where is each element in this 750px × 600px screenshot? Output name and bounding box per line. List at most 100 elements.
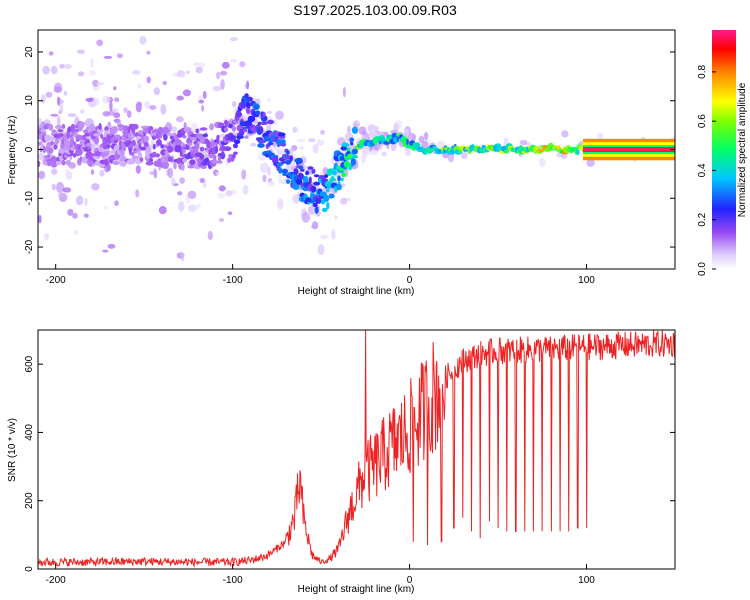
spectrogram-cell <box>43 233 50 241</box>
spectrogram-cell <box>200 165 207 170</box>
spectrogram-cell <box>278 167 283 174</box>
spectrogram-cell <box>324 174 329 178</box>
spectrogram-cell <box>232 143 239 149</box>
spectrogram-y-label: Frequency (Hz) <box>7 116 18 185</box>
spectrogram-cell <box>175 116 184 123</box>
spectrogram-cell <box>63 63 72 70</box>
spectrogram-cell <box>117 124 125 128</box>
spectrogram-cell <box>131 139 136 147</box>
spectrogram-cell <box>267 180 276 187</box>
spectrogram-cell <box>199 146 205 152</box>
spectrogram-cell <box>272 137 276 142</box>
spectrogram-cell <box>57 129 64 133</box>
spectrogram-cell <box>308 176 312 185</box>
spectrogram-cell <box>69 134 75 146</box>
spectrogram-cell <box>101 95 111 104</box>
spectrogram-cell <box>255 110 261 115</box>
spectrogram-cell <box>539 157 546 168</box>
x-tick-label: 100 <box>578 275 595 286</box>
spectrogram-cell <box>119 160 126 167</box>
spectrogram-cell <box>267 110 272 114</box>
spectrogram-cell <box>139 36 147 45</box>
spectrogram-cell <box>110 125 118 134</box>
spectrogram-cell <box>228 123 233 128</box>
spectrogram-cell <box>143 135 150 143</box>
spectrogram-cell <box>43 155 49 159</box>
spectrogram-x-label: Height of straight line (km) <box>298 286 415 297</box>
spectrogram-cell <box>160 104 167 115</box>
spectrogram-cell <box>202 91 207 99</box>
spectrogram-cell <box>331 170 338 176</box>
spectrogram-cell <box>137 83 142 89</box>
spectrogram-cell <box>61 160 66 166</box>
spectrogram-cell <box>240 102 246 109</box>
spectrogram-cell <box>59 99 64 104</box>
spectrogram-cell <box>214 145 218 154</box>
spectrogram-cell <box>59 103 64 114</box>
spectrogram-cell <box>311 225 318 229</box>
spectrogram-y-axis: -20 -10 0 10 20 <box>24 46 675 254</box>
spectrogram-cell <box>375 125 380 134</box>
spectrogram-cell <box>63 90 68 96</box>
spectrogram-cell <box>131 123 139 130</box>
spectrogram-cell <box>162 126 169 133</box>
spectrogram-cell <box>412 134 416 142</box>
spectrogram-cell <box>103 55 113 59</box>
y-tick-label: -20 <box>24 239 35 254</box>
spectrogram-cell <box>219 70 228 76</box>
spectrogram-cell <box>167 167 173 179</box>
colorbar-tick-label: 0.8 <box>697 64 708 78</box>
spectrogram-cell <box>281 168 289 175</box>
spectrogram-cell <box>311 169 316 174</box>
spectrogram-cell <box>199 154 205 160</box>
spectrogram-cell <box>114 97 120 103</box>
spectrogram-cell <box>109 101 113 111</box>
spectrogram-cell <box>72 128 80 133</box>
spectrogram-cell <box>129 151 135 156</box>
colorbar-label: Normalized spectral amplitude <box>737 82 748 217</box>
y-tick-label: 10 <box>24 95 35 107</box>
spectrogram-cell <box>139 157 144 162</box>
spectrogram-cell <box>273 119 278 126</box>
spectrogram-cell <box>64 168 71 177</box>
spectrogram-cell <box>342 86 346 98</box>
spectrogram-cell <box>67 208 74 216</box>
spectrogram-cell <box>204 154 210 158</box>
spectrogram-cell <box>56 115 61 126</box>
x-tick-label: 100 <box>578 575 595 586</box>
spectrogram-cell <box>135 147 141 152</box>
spectrogram-cell <box>313 181 321 186</box>
spectrogram-cell <box>167 156 173 162</box>
spectrogram-cell <box>297 172 305 181</box>
spectrogram-cell <box>199 178 205 183</box>
spectrogram-cell <box>405 138 410 146</box>
spectrogram-cell <box>246 80 250 90</box>
spectrogram-cell <box>113 86 117 91</box>
spectrogram-cell <box>126 159 135 165</box>
spectrogram-cell <box>48 123 54 131</box>
spectrogram-cell <box>38 160 41 168</box>
spectrogram-cell <box>88 70 96 76</box>
spectrogram-cell <box>146 50 151 55</box>
spectrogram-cell <box>267 166 271 176</box>
spectrogram-cell <box>225 190 233 197</box>
spectrogram-cell <box>334 215 338 220</box>
spectrogram-cell <box>586 158 595 167</box>
spectrogram-cell <box>241 169 247 180</box>
spectrogram-cell <box>38 152 45 161</box>
spectrogram-cell <box>56 181 65 193</box>
spectrogram-cell <box>231 125 237 132</box>
snr-panel: -200 -100 0 100 0 200 400 600 Height of straig… <box>7 329 676 595</box>
spectrogram-cell <box>231 153 236 159</box>
x-tick-label: -200 <box>46 575 66 586</box>
spectrogram-cell <box>247 115 256 123</box>
spectrogram-cell <box>216 71 221 80</box>
x-tick-label: -100 <box>223 275 243 286</box>
spectrogram-cell <box>137 152 143 159</box>
spectrogram-cell <box>135 189 140 198</box>
spectrogram-cell <box>167 145 174 153</box>
spectrogram-cell <box>275 110 284 120</box>
spectrogram-cell <box>341 172 347 178</box>
spectrogram-cell <box>163 133 168 141</box>
spectrogram-cell <box>145 147 151 156</box>
